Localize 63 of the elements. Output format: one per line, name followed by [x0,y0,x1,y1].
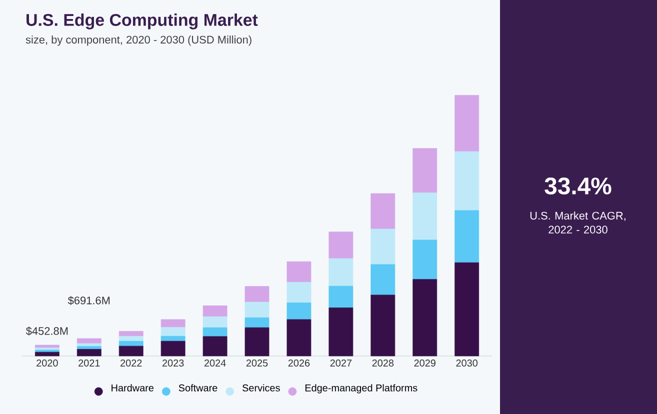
x-tick-label: 2030 [456,360,478,367]
bar [328,258,354,286]
bar [370,264,396,296]
bar [160,319,186,328]
bar [160,327,186,336]
x-tick-label: 2024 [204,360,226,367]
x-tick-label: 2026 [288,360,310,367]
bar [454,210,480,263]
bar [286,282,312,303]
bar [34,344,60,348]
bar [202,336,228,356]
x-tick-label: 2022 [120,360,142,367]
bar [244,317,270,328]
bar [202,305,228,317]
legend-label: Software [178,384,218,392]
annotation: $452.8M [26,326,68,336]
bar [286,261,312,282]
bar [244,286,270,302]
x-tick-label: 2028 [372,360,394,367]
bar [76,338,102,344]
bar [118,331,144,336]
x-tick-label: 2025 [246,360,268,367]
x-tick-label: 2027 [330,360,352,367]
bar [328,286,354,308]
x-tick-label: 2021 [78,360,100,367]
bar [328,308,354,356]
bar [454,95,480,152]
chart-title: U.S. Edge Computing Market [26,14,258,30]
bar [118,336,144,342]
bar [370,294,396,356]
legend-label: Edge-managed Platforms [305,384,418,394]
bar [202,316,228,328]
bar [286,319,312,356]
chart-subtitle: size, by component, 2020 - 2030 (USD Million) [26,36,252,46]
bar [160,336,186,342]
bar [412,240,438,280]
bar [454,151,480,211]
text: U.S. Market CAGR, 2022 - 2030 [530,212,626,234]
bar [76,343,102,347]
bar [118,340,144,346]
bar [118,346,144,356]
bar [202,327,228,337]
bar [76,346,102,350]
bar [454,262,480,356]
x-tick-label: 2029 [414,360,436,367]
bar [370,228,396,265]
x-tick-label: 2020 [36,360,58,367]
bar [412,279,438,356]
text: 33.4% [544,178,612,194]
legend-label: Services [242,384,280,392]
bar [412,192,438,240]
bar [34,352,60,356]
bar [328,232,354,259]
bar [76,349,102,356]
bar [370,193,396,230]
bar [244,302,270,318]
bar [160,340,186,356]
bar [244,327,270,356]
annotation: $691.6M [68,296,110,306]
bar [412,148,438,193]
legend-label: Hardware [112,384,154,392]
bar [286,302,312,320]
x-tick-label: 2023 [162,360,184,367]
